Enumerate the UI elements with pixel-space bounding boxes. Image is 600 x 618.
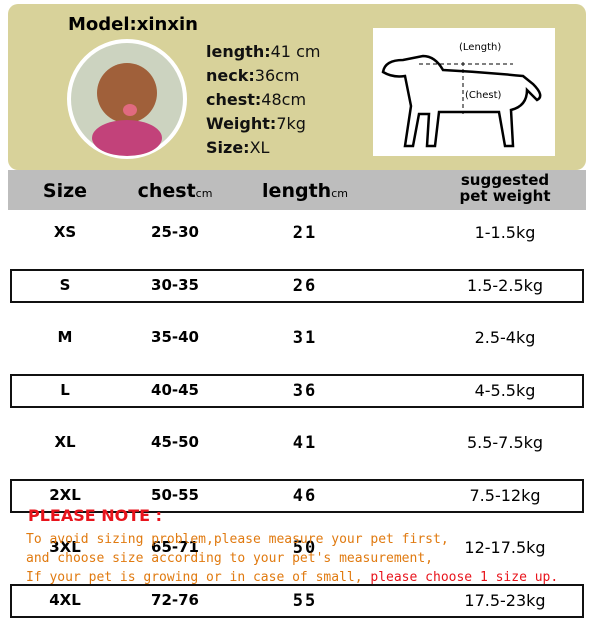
table-cell: 5.5-7.5kg: [466, 433, 544, 452]
spec-value: 48cm: [261, 90, 307, 109]
header-unit: cm: [195, 187, 213, 200]
note-text: If your pet is growing or in case of sma…: [26, 570, 363, 585]
spec-label: chest:: [206, 90, 262, 109]
table-cell: 35-40: [151, 328, 199, 346]
table-cell: 1-1.5kg: [474, 223, 536, 242]
table-cell: 2.5-4kg: [474, 328, 536, 347]
spec-label: Size:: [206, 138, 250, 157]
table-cell: 3XL: [49, 538, 81, 556]
note-line: If your pet is growing or in case of sma…: [26, 570, 558, 585]
table-header: [8, 170, 586, 210]
table-cell: 2XL: [49, 485, 81, 504]
table-cell: 26: [292, 275, 318, 296]
table-cell: 4-5.5kg: [474, 380, 536, 400]
spec: Weight:7kg: [206, 112, 320, 136]
column-header: suggested pet weight: [445, 172, 565, 204]
column-header: Size: [43, 180, 87, 202]
spec-value: 36cm: [254, 66, 300, 85]
table-cell: 50-55: [151, 485, 199, 504]
table-cell: 45-50: [151, 433, 199, 451]
table-cell: 50: [292, 538, 318, 558]
table-cell: 25-30: [151, 223, 199, 241]
spec-value: 41 cm: [270, 42, 321, 61]
table-cell: 21: [292, 223, 318, 243]
note-line: To avoid sizing problem,please measure y…: [26, 532, 449, 547]
spec-value: XL: [249, 138, 270, 157]
table-cell: 46: [292, 485, 318, 506]
table-cell: 12-17.5kg: [464, 538, 546, 557]
row-border: [10, 268, 584, 303]
page: Model:xinxin length:41 cm neck:36cm chest:…: [8, 4, 586, 618]
spec: length:41 cm: [206, 40, 320, 64]
header-label: Size: [42, 180, 88, 202]
table-cell: 31: [292, 328, 318, 348]
header-unit: cm: [331, 187, 348, 200]
spec-label: neck:: [206, 66, 255, 85]
row-border: [10, 478, 584, 513]
note-title: PLEASE NOTE :: [28, 506, 163, 525]
spec: neck:36cm: [206, 64, 320, 88]
header-label: chest: [137, 180, 196, 202]
table-cell: 17.5-23kg: [464, 590, 546, 610]
length-label: (Length): [459, 42, 501, 53]
column-header: lengthcm: [262, 180, 348, 202]
spec-label: Weight:: [206, 114, 277, 133]
header-label: suggested pet weight: [459, 171, 551, 205]
spec: chest:48cm: [206, 88, 320, 112]
row-border: [10, 373, 584, 408]
table-cell: 1.5-2.5kg: [466, 275, 544, 295]
table-cell: 40-45: [151, 380, 199, 399]
spec-label: length:: [206, 42, 271, 61]
table-cell: 7.5-12kg: [469, 485, 541, 505]
table-cell: 36: [292, 380, 318, 401]
spec-value: 7kg: [276, 114, 306, 133]
table-cell: 41: [292, 433, 318, 453]
chest-label: (Chest): [465, 90, 502, 101]
spec: Size:XL: [206, 136, 320, 160]
note-line: and choose size according to your pet's …: [26, 551, 433, 566]
spec-list: length:41 cm neck:36cm chest:48cm Weight:7k…: [206, 40, 320, 160]
dog-diagram: (Length) (Chest): [373, 28, 555, 156]
table-cell: S: [59, 275, 71, 294]
column-header: chestcm: [138, 180, 213, 202]
photo: [67, 39, 187, 159]
table-cell: 30-35: [151, 275, 199, 294]
table-cell: XS: [53, 223, 77, 241]
table-cell: 65-71: [151, 538, 199, 556]
table-cell: XL: [54, 433, 76, 451]
note-emphasis: please choose 1 size up.: [370, 570, 559, 585]
header-label: length: [262, 180, 332, 202]
table-cell: 55: [292, 590, 318, 611]
model-name: Model:xinxin: [68, 14, 198, 35]
table-cell: M: [57, 328, 73, 346]
table-cell: L: [60, 380, 70, 399]
